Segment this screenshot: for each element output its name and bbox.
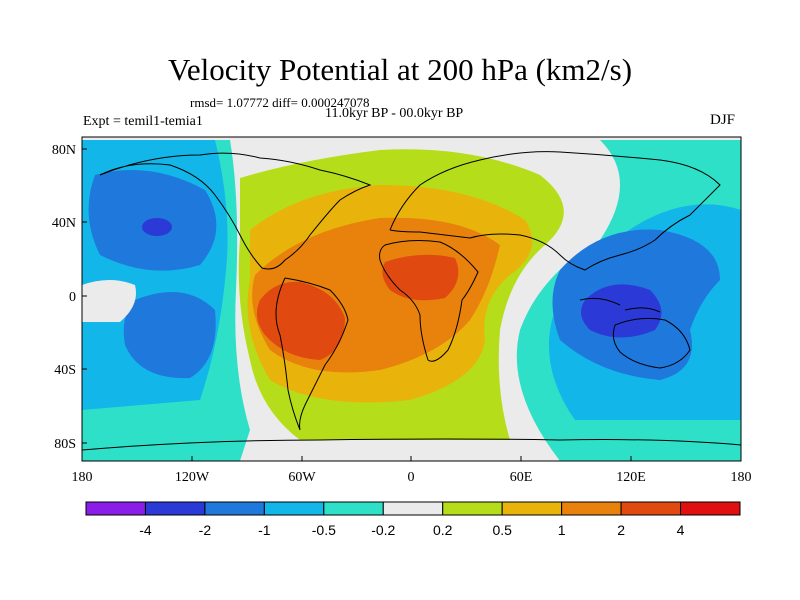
colorbar-swatch [204,501,265,516]
colorbar-swatch [382,501,444,516]
y-tick-label: 40N [52,216,76,231]
x-tick-label: 60E [510,470,533,485]
colorbar-swatch [620,501,682,516]
colorbar-swatch [501,501,563,516]
colorbar-label: 2 [617,522,625,538]
colorbar-label: -0.2 [371,522,395,538]
pos-core-africa [382,254,459,301]
neutral-patch-west [82,280,136,322]
neg-core-east [581,284,662,338]
coast-antarctica [82,438,741,451]
period-text: 11.0kyr BP - 00.0kyr BP [325,106,464,121]
x-tick-label: 180 [72,470,93,485]
colorbar-label: -1 [258,522,271,538]
contour-field [82,137,741,461]
x-tick-label: 60W [288,470,316,485]
y-tick-label: 40S [54,363,76,378]
x-tick-label: 0 [408,470,415,485]
x-ticks [81,456,742,461]
colorbar-swatch [85,501,146,516]
coast-north-america [99,152,372,270]
colorbar-label: 4 [677,522,685,538]
colorbar-label: 1 [558,522,566,538]
neg-core-west [142,218,172,236]
colorbar-label: 0.5 [492,522,512,538]
colorbar-swatch [323,501,384,516]
y-tick-label: 80S [54,437,76,452]
y-ticks [82,148,87,444]
stats-text: rmsd= 1.07772 diff= 0.000247078 [190,95,370,110]
colorbar-labels: -4 -2 -1 -0.5 -0.2 0.2 0.5 1 2 4 [139,522,684,538]
y-tick-label: 0 [69,290,76,305]
colorbar-label: -4 [139,522,152,538]
map-title: Velocity Potential at 200 hPa (km2/s) [167,52,633,87]
colorbar-label: -2 [199,522,212,538]
pos-core-samerica [256,281,345,360]
y-tick-label: 80N [52,143,76,158]
colorbar-swatch [144,501,206,516]
x-tick-label: 120W [175,470,210,485]
coast-australia [612,317,691,369]
neg-region-west-inner-2 [123,292,216,379]
coast-indonesia [579,297,661,313]
colorbar-swatch [263,501,325,516]
colorbar-swatch [561,501,622,516]
coast-south-america [275,277,349,431]
colorbar-swatch [442,501,503,516]
coast-eurasia [389,151,721,271]
colorbar-label: 0.2 [433,522,453,538]
season-label: DJF [710,112,736,128]
x-tick-label: 120E [616,470,646,485]
experiment-label: Expt = temil1-temia1 [83,114,203,129]
coast-africa [379,240,479,362]
coastlines [82,151,741,451]
x-tick-label: 180 [731,470,752,485]
colorbar-swatch [680,501,741,516]
colorbar-label: -0.5 [312,522,336,538]
colorbar-boxes [85,501,741,516]
